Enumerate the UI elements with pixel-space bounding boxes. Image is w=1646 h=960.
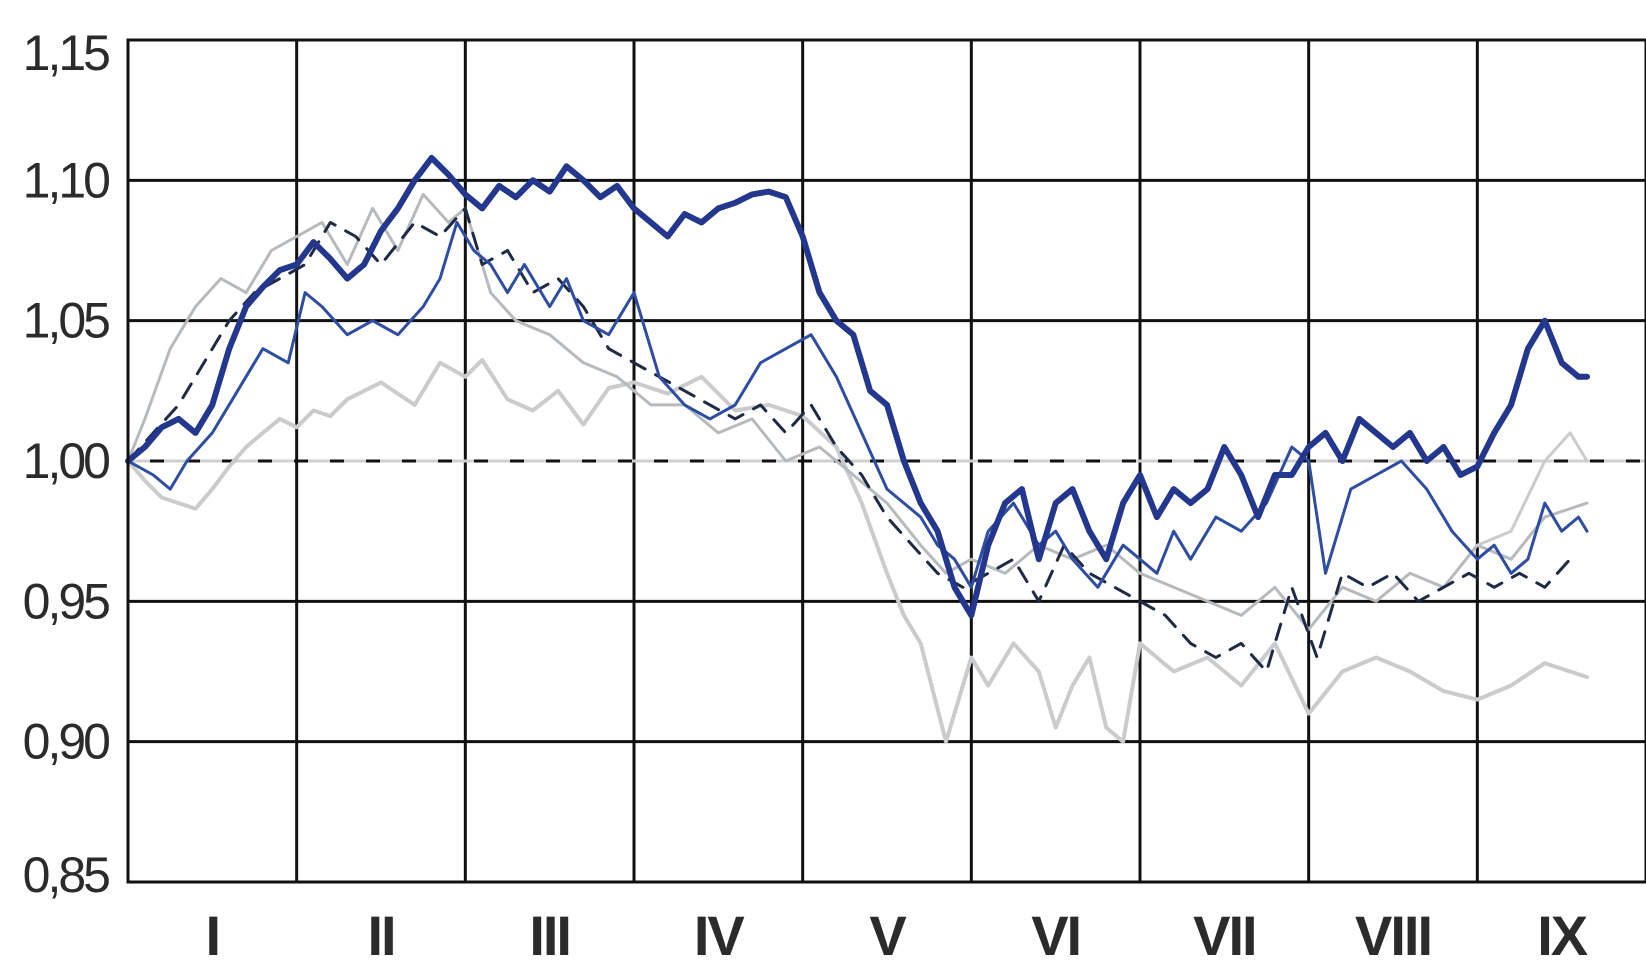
y-tick-label: 1,15 [23, 25, 110, 81]
plot-frame [126, 38, 1646, 884]
x-tick-label: IX [1537, 904, 1588, 960]
plot-border [126, 38, 1646, 884]
series-line-6 [125, 154, 1590, 619]
series-lines [125, 154, 1590, 744]
y-tick-label: 0,85 [23, 847, 110, 903]
x-tick-label: II [367, 904, 394, 960]
x-tick-label: VI [1031, 904, 1080, 960]
series-line-3 [1475, 431, 1589, 547]
x-tick-label: VII [1193, 904, 1255, 960]
y-tick-label: 0,95 [23, 573, 110, 629]
y-tick-label: 1,10 [23, 152, 110, 208]
x-axis: I II III IV V VI VII VIII IX [206, 904, 1590, 960]
x-tick-label: III [529, 904, 570, 960]
series-line-2 [126, 192, 1589, 631]
series-line-1 [126, 358, 1589, 744]
y-tick-label: 0,90 [23, 714, 110, 770]
x-tick-label: V [869, 904, 906, 960]
series-line-5 [126, 220, 1589, 589]
x-tick-label: VIII [1355, 904, 1431, 960]
y-axis: 1,15 1,10 1,05 1,00 0,95 0,90 0,85 [23, 25, 113, 903]
y-tick-label: 1,05 [23, 293, 110, 349]
x-tick-label: I [206, 904, 220, 960]
y-tick-label: 1,00 [23, 433, 110, 489]
x-tick-label: IV [694, 904, 745, 960]
